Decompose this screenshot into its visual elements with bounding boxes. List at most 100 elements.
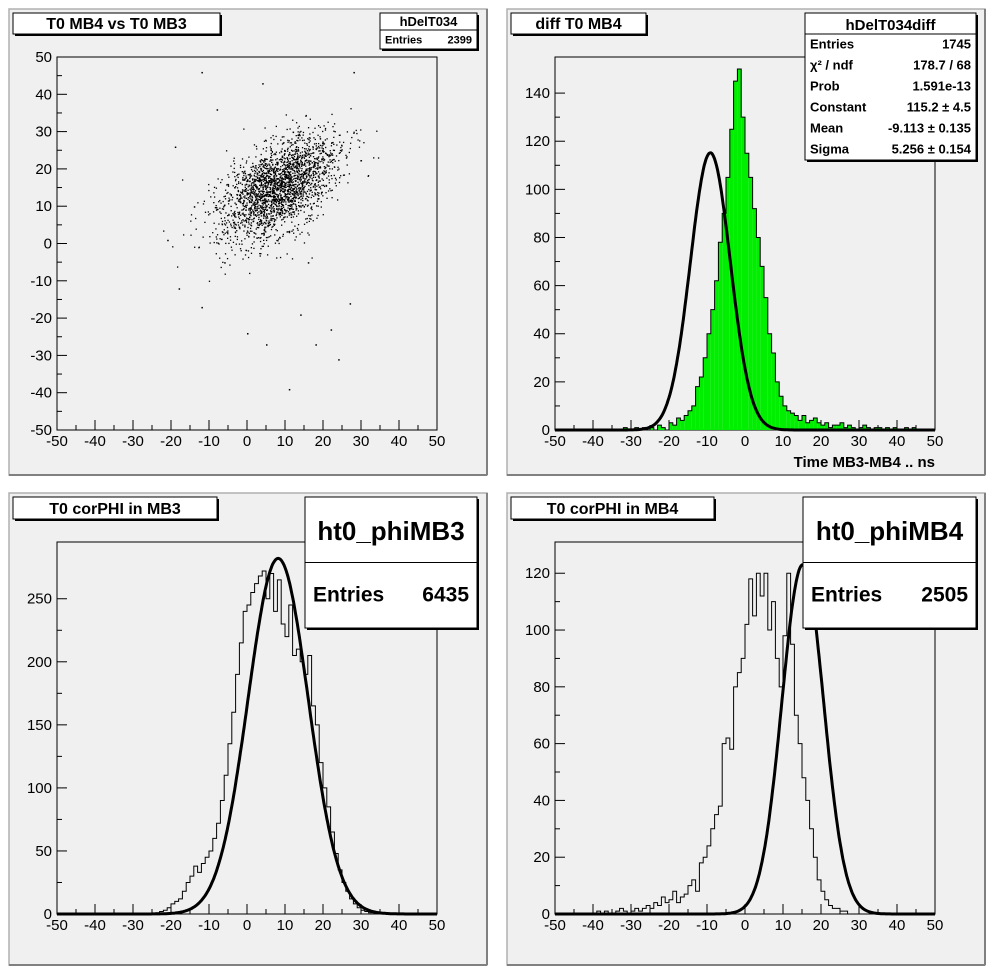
stats-name: ht0_phiMB4 (816, 516, 964, 546)
scatter-point (218, 243, 220, 245)
scatter-point (263, 229, 265, 231)
scatter-point (245, 206, 247, 208)
scatter-point (281, 183, 283, 185)
scatter-point (310, 207, 312, 210)
scatter-point (357, 139, 359, 141)
scatter-point (312, 146, 314, 148)
scatter-point (264, 202, 266, 205)
scatter-point (264, 164, 266, 167)
scatter-point (298, 190, 300, 192)
scatter-point (279, 213, 281, 215)
scatter-point (268, 163, 270, 165)
scatter-point (303, 182, 305, 184)
scatter-point (276, 213, 278, 215)
scatter-point (264, 158, 267, 160)
scatter-point (313, 184, 316, 186)
scatter-point (237, 173, 239, 176)
scatter-point (336, 199, 339, 201)
scatter-point (309, 167, 311, 169)
scatter-point (255, 187, 258, 189)
scatter-point (272, 209, 275, 211)
scatter-point (297, 184, 299, 186)
scatter-point (269, 194, 272, 197)
scatter-point-outlier (224, 262, 226, 264)
scatter-point (261, 163, 264, 165)
scatter-point (251, 243, 254, 245)
scatter-point (230, 223, 232, 225)
scatter-point (274, 173, 277, 176)
axes: -50 -40 -30 -20 -10 0 10 20 30 40 5005010015020025… (27, 591, 445, 934)
scatter-point (307, 152, 309, 154)
scatter-point (248, 223, 250, 225)
scatter-point (283, 201, 285, 203)
scatter-point (315, 162, 317, 164)
scatter-point (275, 151, 278, 153)
scatter-point (278, 185, 280, 187)
data-layer (555, 563, 935, 916)
scatter-point (272, 185, 274, 187)
scatter-point (329, 154, 331, 156)
scatter-point (227, 174, 229, 176)
scatter-point (257, 167, 260, 169)
scatter-point (257, 205, 259, 208)
scatter-point (325, 152, 327, 155)
scatter-point (297, 178, 299, 180)
scatter-point (283, 154, 285, 156)
scatter-point (247, 198, 249, 201)
scatter-point (227, 232, 229, 234)
scatter-point (230, 246, 233, 248)
scatter-point (258, 191, 261, 193)
scatter-point (252, 204, 254, 206)
scatter-point (258, 216, 260, 219)
scatter-point (268, 222, 270, 225)
scatter-point (283, 186, 286, 188)
scatter-point (254, 180, 256, 183)
scatter-point (298, 125, 300, 128)
scatter-point (284, 221, 286, 223)
scatter-point (291, 192, 293, 195)
scatter-point (243, 179, 246, 181)
scatter-point (308, 137, 310, 139)
x-tick-label: 30 (353, 433, 370, 450)
scatter-point (242, 212, 244, 214)
scatter-point (255, 194, 257, 196)
scatter-point (284, 212, 286, 215)
scatter-point (286, 231, 288, 233)
scatter-point (302, 195, 305, 197)
scatter-point (239, 222, 242, 224)
scatter-point (249, 208, 252, 210)
scatter-point (285, 211, 287, 213)
scatter-point (316, 167, 318, 169)
scatter-point (236, 238, 239, 241)
scatter-point (234, 215, 236, 218)
y-tick-label: 0 (542, 422, 550, 439)
scatter-point (260, 205, 262, 207)
title-shadow (646, 15, 648, 36)
scatter-point (285, 173, 288, 176)
scatter-point (248, 156, 250, 158)
scatter-point (256, 226, 258, 229)
scatter-point (286, 181, 288, 183)
scatter-point (322, 141, 324, 143)
scatter-point (297, 158, 299, 161)
scatter-point (306, 205, 309, 207)
scatter-point (322, 142, 325, 144)
scatter-point (287, 204, 289, 207)
scatter-point (298, 183, 300, 186)
scatter-point (315, 167, 317, 170)
scatter-point (291, 179, 293, 181)
stats-shadow (976, 499, 978, 630)
scatter-point (303, 163, 306, 166)
scatter-point (303, 156, 305, 158)
x-tick-label: 0 (243, 917, 251, 934)
scatter-point-outlier (330, 329, 333, 331)
scatter-point (313, 166, 315, 169)
scatter-point (265, 175, 268, 177)
scatter-point (291, 182, 293, 184)
scatter-point (244, 195, 246, 197)
scatter-point (294, 170, 296, 173)
scatter-point (286, 185, 289, 187)
scatter-point (276, 178, 278, 181)
scatter-point (296, 158, 298, 161)
scatter-point (353, 132, 355, 134)
